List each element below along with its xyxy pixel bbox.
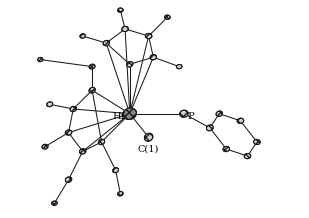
Text: Hf: Hf [112, 112, 125, 121]
Ellipse shape [145, 33, 152, 39]
Ellipse shape [122, 26, 128, 32]
Ellipse shape [165, 15, 170, 19]
Ellipse shape [89, 87, 95, 93]
Ellipse shape [42, 144, 48, 149]
Ellipse shape [123, 108, 137, 119]
Ellipse shape [127, 61, 133, 67]
Ellipse shape [117, 8, 123, 12]
Ellipse shape [223, 146, 230, 152]
Ellipse shape [113, 168, 119, 173]
Ellipse shape [216, 111, 222, 116]
Text: C(1): C(1) [138, 144, 159, 153]
Ellipse shape [118, 192, 123, 196]
Ellipse shape [65, 177, 72, 182]
Ellipse shape [98, 139, 105, 145]
Ellipse shape [144, 133, 153, 141]
Ellipse shape [70, 106, 77, 112]
Ellipse shape [79, 149, 86, 154]
Ellipse shape [237, 118, 244, 123]
Ellipse shape [80, 34, 86, 38]
Ellipse shape [176, 65, 182, 69]
Ellipse shape [244, 153, 251, 159]
Ellipse shape [180, 110, 188, 117]
Ellipse shape [47, 102, 53, 107]
Ellipse shape [206, 125, 213, 131]
Ellipse shape [103, 40, 109, 46]
Ellipse shape [89, 64, 95, 69]
Text: P: P [188, 112, 194, 121]
Ellipse shape [65, 130, 72, 135]
Ellipse shape [52, 201, 57, 205]
Ellipse shape [254, 139, 260, 145]
Ellipse shape [38, 57, 43, 62]
Ellipse shape [150, 54, 157, 60]
